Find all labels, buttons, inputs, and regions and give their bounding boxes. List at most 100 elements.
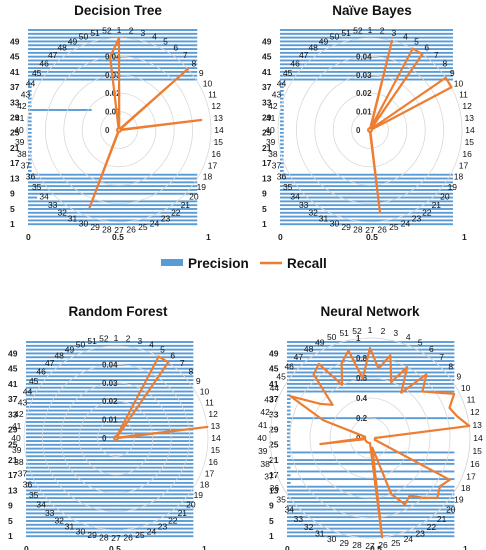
precision-bar-35 — [26, 405, 194, 408]
spoke-label-48: 48 — [54, 351, 64, 361]
precision-bar-33 — [26, 413, 194, 416]
precision-bar-25 — [28, 131, 32, 134]
spoke-label-9: 9 — [196, 376, 201, 386]
spoke-label-24: 24 — [147, 527, 157, 537]
spoke-label-18: 18 — [461, 483, 471, 493]
precision-bar-19 — [28, 154, 32, 157]
y-tick-label: 21 — [10, 143, 20, 153]
x-tick-label: 0.5 — [370, 544, 382, 550]
spoke-label-32: 32 — [54, 515, 64, 525]
radar-ring-label: 0.2 — [356, 414, 368, 423]
precision-bar-42 — [28, 67, 198, 70]
precision-bar-11 — [280, 185, 453, 188]
precision-bar-38 — [28, 82, 32, 85]
x-tick-label: 0 — [26, 232, 31, 242]
spoke-label-9: 9 — [457, 372, 462, 382]
spoke-label-40: 40 — [14, 125, 24, 135]
y-tick-label: 25 — [262, 128, 272, 138]
spoke-label-15: 15 — [214, 137, 224, 147]
precision-bar-20 — [26, 462, 194, 465]
precision-bar-11 — [28, 185, 198, 188]
precision-bar-13 — [26, 489, 194, 492]
spoke-label-41: 41 — [12, 421, 22, 431]
precision-bar-20 — [287, 462, 455, 465]
radar-ring-label: 0.03 — [102, 379, 118, 388]
precision-bar-43 — [287, 375, 455, 378]
radar-ring-label: 0.8 — [356, 354, 368, 363]
spoke-label-2: 2 — [381, 326, 386, 336]
spoke-label-8: 8 — [189, 367, 194, 377]
x-tick-label: 1 — [463, 544, 468, 550]
radar-outer-ring — [23, 345, 209, 531]
spoke-label-3: 3 — [138, 336, 143, 346]
spoke-label-19: 19 — [197, 182, 207, 192]
spoke-label-44: 44 — [26, 79, 36, 89]
spoke-label-16: 16 — [470, 459, 480, 469]
precision-bar-21 — [26, 459, 194, 461]
spoke-label-50: 50 — [330, 32, 340, 42]
precision-bar-7 — [287, 512, 455, 515]
precision-bar-51 — [280, 32, 453, 35]
precision-bar-24 — [28, 135, 32, 138]
panel-title: Neural Network — [320, 304, 420, 319]
spoke-label-3: 3 — [392, 28, 397, 38]
y-tick-label: 41 — [8, 379, 18, 389]
precision-bar-47 — [287, 360, 455, 362]
spoke-label-37: 37 — [264, 471, 274, 481]
radar-ring-label: 0.01 — [105, 108, 121, 117]
precision-bar-1 — [287, 535, 455, 538]
x-tick-label: 1 — [202, 544, 207, 550]
precision-bar-10 — [280, 188, 453, 191]
spoke-label-51: 51 — [87, 336, 97, 346]
spoke-label-31: 31 — [65, 522, 75, 532]
precision-bar-50 — [26, 348, 194, 351]
spoke-label-38: 38 — [260, 459, 270, 469]
precision-bar-14 — [280, 173, 453, 176]
spoke-label-31: 31 — [315, 529, 325, 539]
spoke-label-1: 1 — [117, 25, 122, 35]
precision-bar-40 — [287, 386, 455, 389]
precision-bar-24 — [26, 447, 194, 450]
spoke-label-11: 11 — [467, 395, 476, 405]
precision-bar-30 — [26, 424, 194, 427]
y-tick-label: 21 — [269, 455, 279, 465]
precision-bar-12 — [280, 181, 453, 184]
precision-bar-44 — [287, 371, 455, 374]
spoke-label-52: 52 — [99, 334, 109, 344]
spoke-label-16: 16 — [462, 149, 472, 159]
precision-bar-31 — [280, 109, 284, 111]
spoke-label-1: 1 — [368, 25, 373, 35]
y-tick-label: 29 — [10, 113, 20, 123]
spoke-label-47: 47 — [294, 352, 304, 362]
precision-bar-48 — [26, 356, 194, 359]
spoke-label-47: 47 — [45, 358, 55, 368]
spoke-label-32: 32 — [57, 207, 67, 217]
precision-bar-14 — [26, 485, 194, 488]
precision-bar-42 — [287, 379, 455, 382]
y-tick-label: 37 — [269, 394, 279, 404]
spoke-label-32: 32 — [308, 207, 318, 217]
precision-bar-22 — [287, 455, 291, 458]
spoke-label-39: 39 — [15, 137, 25, 147]
spoke-label-24: 24 — [404, 534, 414, 544]
precision-bar-38 — [26, 394, 194, 397]
precision-bar-24 — [280, 135, 284, 138]
spoke-label-6: 6 — [173, 43, 178, 53]
radar-ring-label: 0 — [356, 126, 361, 135]
radar-ring — [289, 357, 451, 519]
precision-bar-23 — [26, 451, 194, 454]
spoke-label-14: 14 — [214, 125, 224, 135]
spoke-label-46: 46 — [39, 59, 49, 69]
radar-outer-ring — [269, 337, 471, 539]
y-tick-label: 9 — [269, 501, 274, 511]
spoke-label-24: 24 — [150, 219, 160, 229]
y-tick-label: 5 — [10, 204, 15, 214]
radar-ring-label: 0.04 — [102, 360, 118, 369]
spoke-label-49: 49 — [65, 345, 75, 355]
radar-ring — [309, 377, 431, 499]
spoke-label-25: 25 — [135, 530, 145, 540]
spoke-label-21: 21 — [178, 508, 188, 518]
